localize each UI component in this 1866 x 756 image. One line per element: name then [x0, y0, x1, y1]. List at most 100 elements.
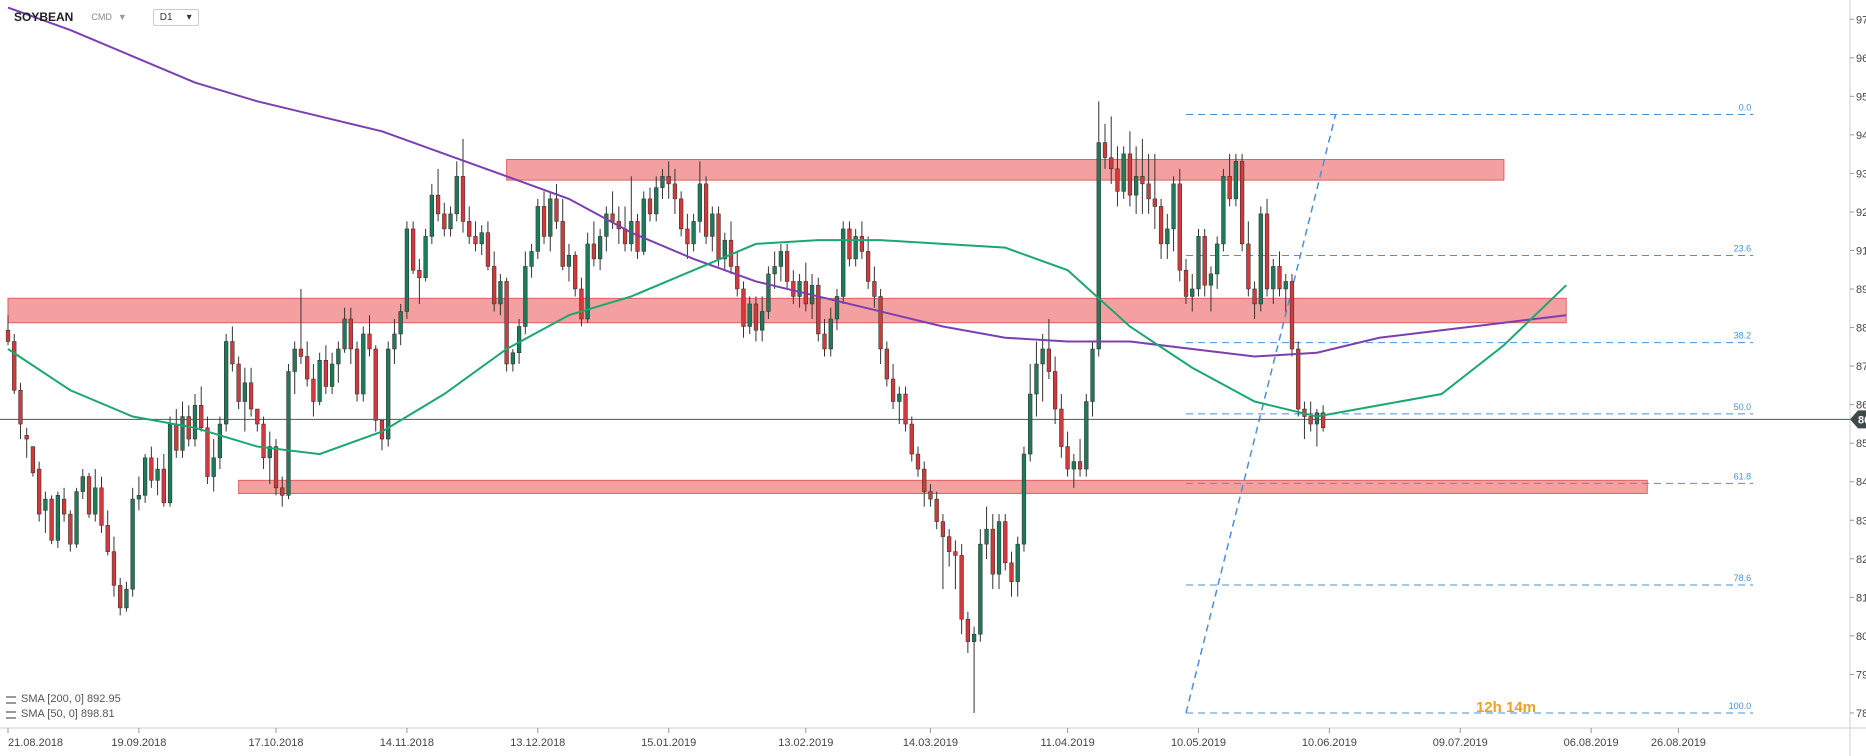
candle-body: [1003, 521, 1008, 564]
candle-body: [1202, 236, 1207, 286]
y-tick-label: 828.09: [1856, 554, 1866, 566]
candle-body: [784, 251, 790, 282]
last-price-badge: [1850, 410, 1866, 429]
candle-body: [853, 236, 858, 260]
candle-body: [778, 251, 783, 267]
candle-body: [329, 363, 335, 387]
candle-body: [1127, 153, 1133, 196]
candle-body: [373, 348, 378, 421]
candle-body: [5, 329, 11, 342]
candle-body: [18, 390, 23, 425]
candle-body: [566, 254, 572, 267]
candle-body: [1283, 281, 1288, 290]
candle-body: [1015, 543, 1020, 582]
y-tick-label: 889.71: [1856, 323, 1866, 335]
chevron-down-icon[interactable]: ▼: [117, 12, 127, 22]
candle-body: [866, 251, 871, 282]
y-tick-label: 971.87: [1856, 14, 1866, 26]
x-tick-label: 09.07.2019: [1433, 737, 1488, 749]
candle-body: [510, 352, 515, 365]
candle-body: [479, 232, 484, 245]
candle-body: [585, 243, 590, 320]
legend-item-sma200[interactable]: SMA [200, 0] 892.95: [6, 692, 121, 707]
candle-body: [1183, 269, 1189, 297]
candle-body: [996, 521, 1002, 575]
candle-body: [1053, 371, 1058, 410]
candle-body: [884, 348, 889, 380]
candle-body: [554, 198, 559, 222]
candle-body: [167, 423, 173, 504]
candle-body: [1146, 183, 1151, 200]
candle-body: [978, 543, 983, 635]
candle-body: [791, 281, 796, 297]
candle-body: [1227, 176, 1232, 200]
y-tick-label: 869.17: [1856, 400, 1866, 412]
candle-body: [248, 382, 254, 410]
market-label[interactable]: CMD: [91, 12, 112, 22]
candle-body: [890, 378, 896, 402]
candle-body: [691, 221, 696, 245]
y-tick-label: 961.60: [1856, 53, 1866, 65]
candle-body: [236, 363, 241, 402]
candle-body: [217, 423, 223, 459]
candle-body: [747, 303, 752, 327]
fib-level-label: 78.6: [1734, 573, 1752, 583]
candle-body: [797, 281, 802, 297]
legend-label-sma200: SMA [200, 0] 892.95: [21, 693, 121, 705]
candle-body: [641, 198, 646, 252]
candle-body: [492, 266, 497, 305]
candle-body: [548, 198, 553, 237]
y-tick-label: 930.79: [1856, 168, 1866, 180]
candle-body: [697, 183, 702, 222]
candle-body: [336, 348, 341, 365]
candle-body: [242, 382, 247, 402]
last-price-label: 865.25: [1858, 414, 1866, 426]
candle-body: [672, 183, 678, 200]
candle-body: [934, 498, 939, 522]
candle-body: [435, 194, 441, 215]
x-tick-label: 26.08.2019: [1651, 737, 1706, 749]
candle-body: [647, 198, 653, 215]
candle-body: [710, 213, 715, 237]
candle-body: [143, 457, 148, 496]
candle-body: [1308, 416, 1313, 425]
timeframe-selector[interactable]: D1 ▾: [152, 8, 199, 26]
candle-body: [323, 359, 328, 387]
candle-body: [984, 528, 989, 545]
fib-level-label: 0.0: [1739, 102, 1752, 112]
candle-body: [12, 341, 17, 391]
candle-body: [1028, 393, 1033, 455]
x-tick-label: 13.12.2018: [510, 737, 565, 749]
chart-header: SOYBEAN CMD ▼ D1 ▾: [0, 0, 600, 34]
candle-body: [1084, 401, 1089, 470]
candle-body: [959, 555, 964, 620]
candle-body: [654, 187, 659, 215]
candle-body: [317, 359, 322, 402]
candle-body: [1090, 348, 1095, 402]
legend-item-sma50[interactable]: SMA [50, 0] 898.81: [6, 707, 121, 722]
candle-body: [922, 468, 927, 492]
candle-body: [1239, 161, 1245, 245]
candle-body: [367, 333, 372, 350]
y-tick-label: 817.82: [1856, 592, 1866, 604]
candle-body: [61, 498, 67, 515]
candle-body: [516, 326, 522, 353]
candle-body: [118, 585, 123, 609]
candle-body: [273, 446, 279, 489]
candle-body: [753, 303, 759, 331]
candle-body: [1040, 348, 1045, 365]
candle-body: [298, 348, 304, 357]
fib-level-label: 38.2: [1734, 331, 1752, 341]
candle-body: [523, 266, 528, 327]
candle-body: [878, 296, 883, 350]
x-tick-label: 10.06.2019: [1302, 737, 1357, 749]
candle-body: [211, 457, 216, 477]
candle-body: [99, 487, 104, 526]
candle-body: [772, 266, 777, 275]
candle-body: [1258, 213, 1263, 305]
candle-body: [679, 198, 684, 230]
candle-body: [990, 528, 995, 575]
chevron-down-icon: ▾: [186, 11, 192, 23]
candle-body: [1134, 176, 1139, 196]
